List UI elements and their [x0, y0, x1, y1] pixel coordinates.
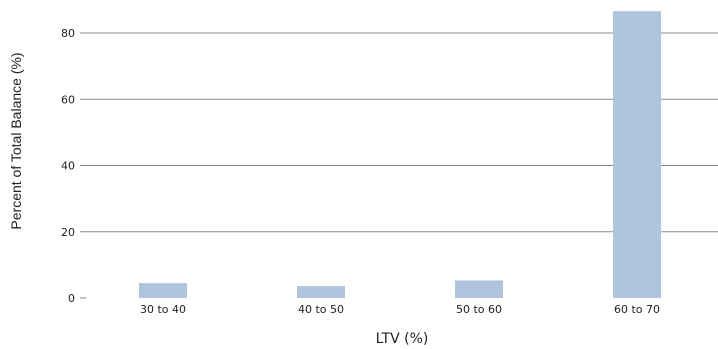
gridlines: [86, 32, 718, 233]
bar-40-to-50: [297, 286, 345, 298]
x-axis-ticks: 30 to 40 40 to 50 50 to 60 60 to 70: [140, 303, 660, 316]
x-tick-label-50-to-60: 50 to 60: [456, 303, 502, 316]
bar-50-to-60: [455, 280, 503, 298]
x-tick-label-60-to-70: 60 to 70: [614, 303, 660, 316]
y-tick-label-0: 0: [68, 292, 75, 305]
y-tick-label-40: 40: [61, 160, 75, 173]
x-tick-label-40-to-50: 40 to 50: [298, 303, 344, 316]
bars: [139, 11, 661, 298]
y-axis-ticks: 0 20 40 60 80: [61, 27, 86, 305]
y-tick-label-80: 80: [61, 27, 75, 40]
x-tick-label-30-to-40: 30 to 40: [140, 303, 186, 316]
x-axis-title: LTV (%): [376, 331, 429, 347]
y-tick-label-20: 20: [61, 226, 75, 239]
y-axis-title: Percent of Total Balance (%): [8, 52, 24, 229]
y-tick-label-60: 60: [61, 93, 75, 106]
bar-30-to-40: [139, 283, 187, 298]
bar-60-to-70: [613, 11, 661, 298]
